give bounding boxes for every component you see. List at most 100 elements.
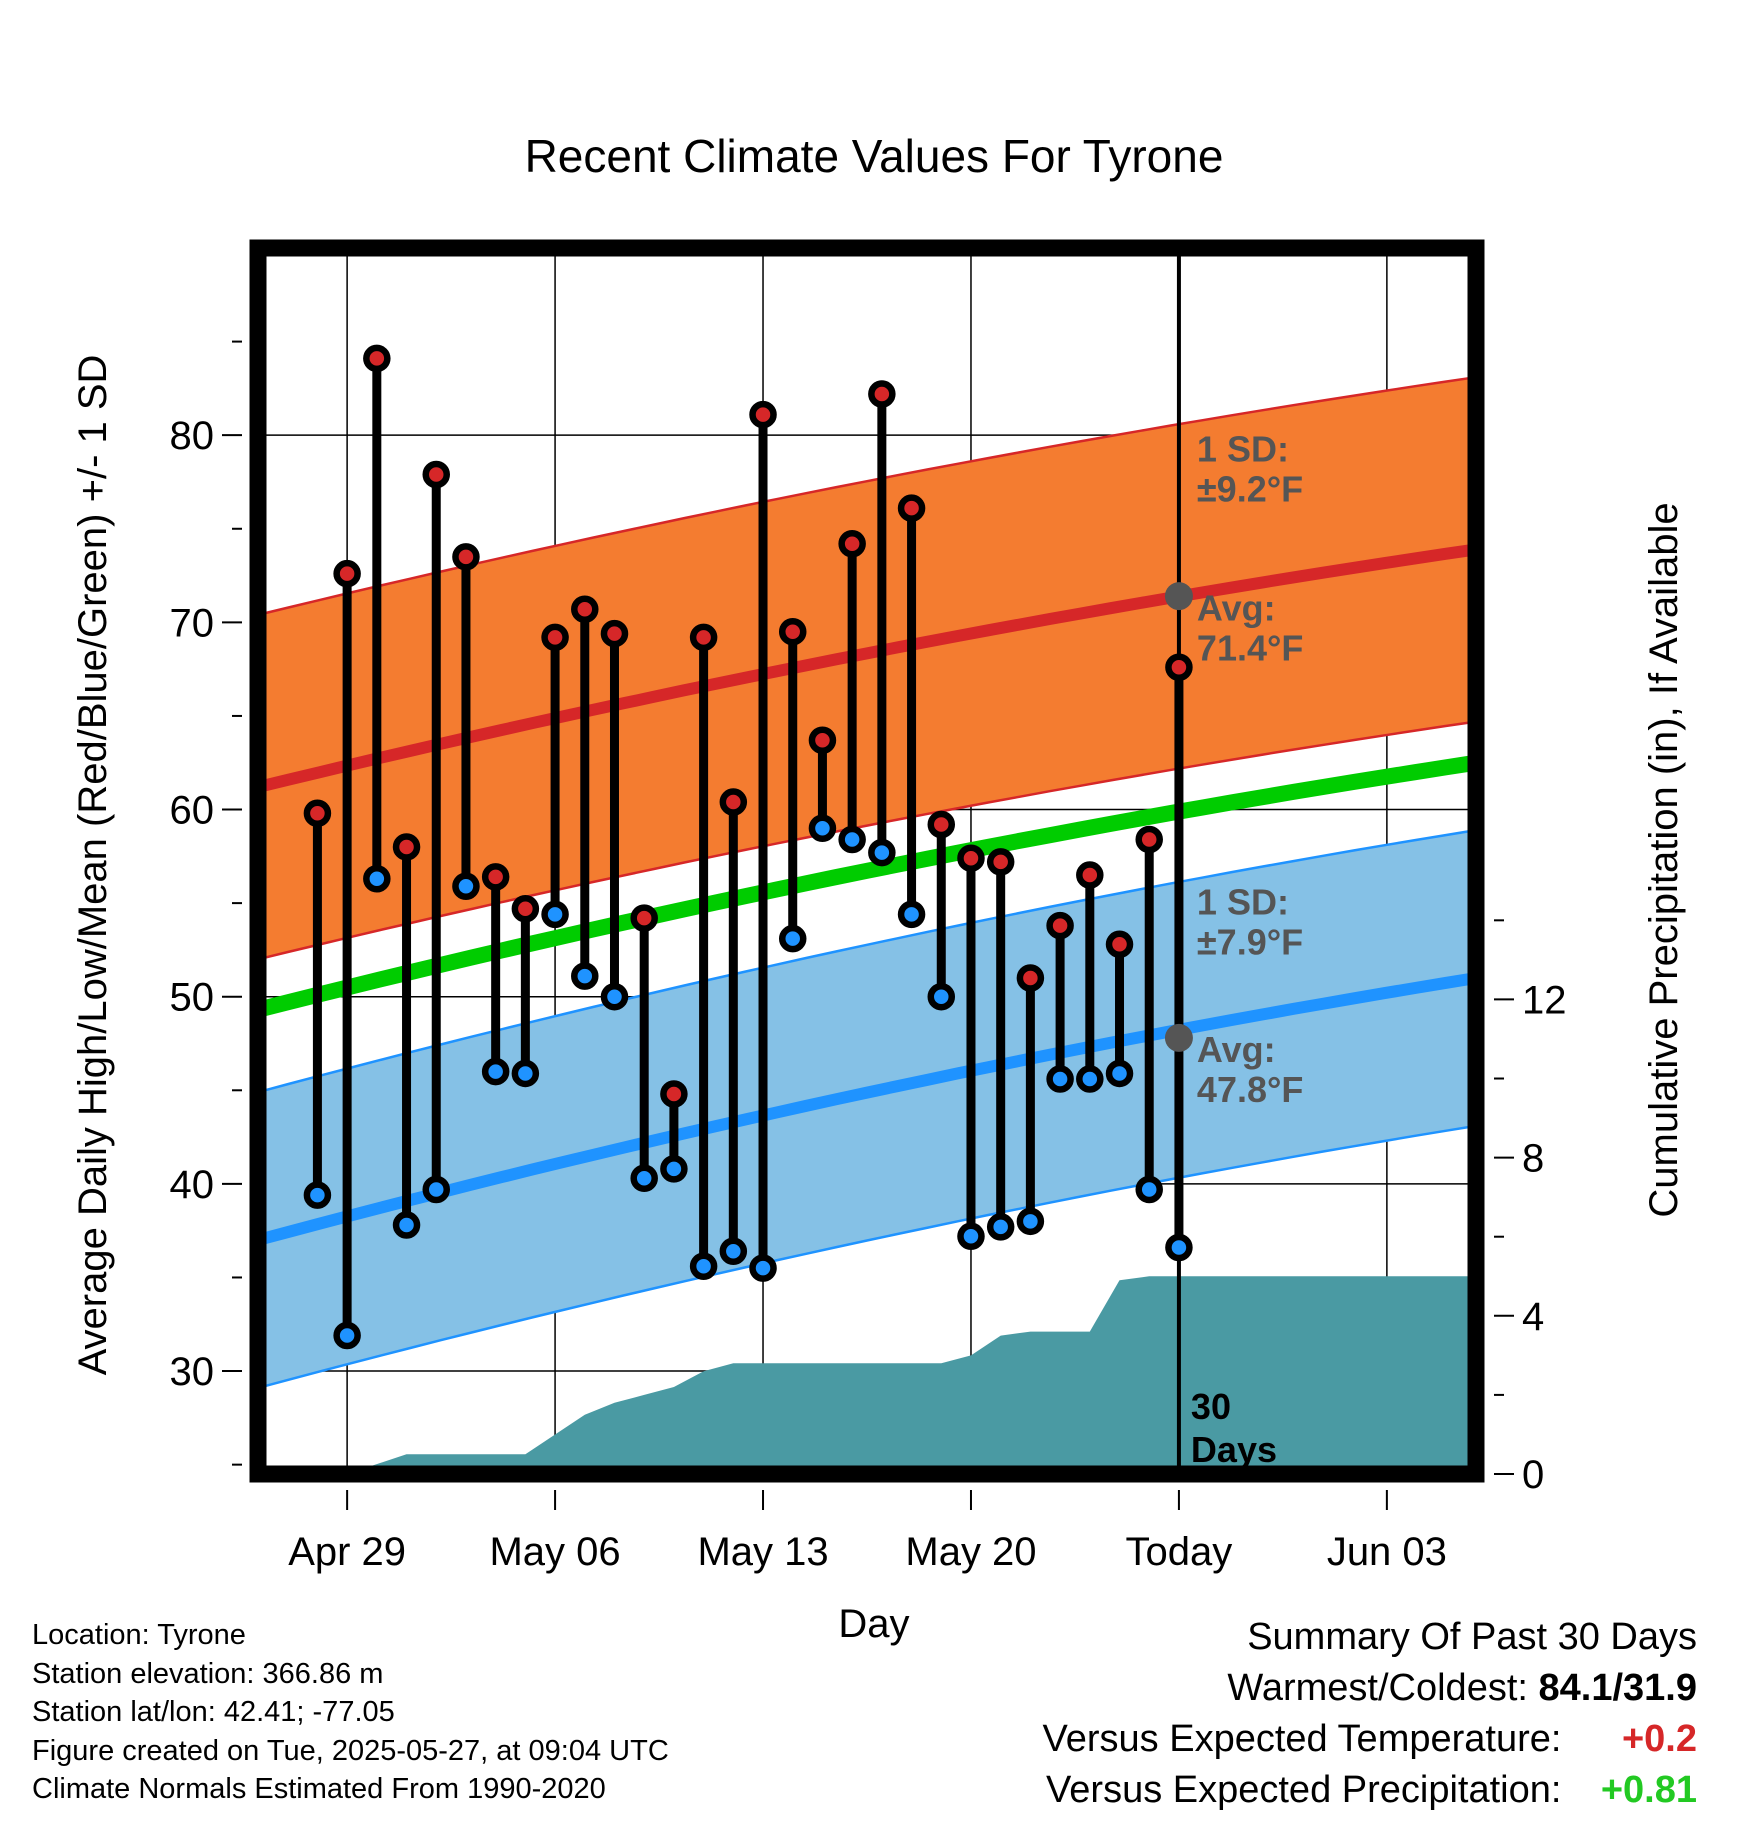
- daily-low-point: [778, 924, 807, 953]
- x-tick-label: Apr 29: [288, 1530, 406, 1574]
- daily-high-point: [719, 788, 748, 816]
- normal-mean-line: [256, 754, 1478, 1018]
- low-band-upper-edge: [257, 828, 1477, 1094]
- x-tick-label: Jun 03: [1327, 1530, 1447, 1574]
- daily-high-point: [778, 617, 807, 646]
- daily-low-point: [600, 982, 629, 1011]
- daily-low-point: [1076, 1065, 1104, 1093]
- location-text: Location: Tyrone: [32, 1619, 246, 1651]
- daily-high-point: [571, 595, 599, 623]
- daily-high-point: [541, 623, 569, 652]
- normal-high-line: [256, 543, 1477, 793]
- normal-low-line: [256, 972, 1477, 1246]
- today-high-avg-marker: [1164, 582, 1193, 611]
- y-tick-label: 60: [170, 789, 215, 833]
- daily-high-point: [392, 833, 421, 861]
- y2-tick-label: 8: [1522, 1137, 1544, 1181]
- daily-high-point: [957, 844, 985, 872]
- daily-high-point: [481, 863, 510, 891]
- daily-low-point: [422, 1175, 450, 1204]
- high-sd-band: [258, 377, 1476, 960]
- daily-high-point: [1105, 930, 1134, 959]
- temp-value: +0.2: [1621, 1718, 1697, 1760]
- warm-cold-value: 84.1/31.9: [1538, 1667, 1697, 1709]
- y-tick-label: 30: [170, 1350, 215, 1394]
- created-text: Figure created on Tue, 2025-05-27, at 09…: [32, 1734, 669, 1767]
- y-tick-label: 50: [170, 976, 215, 1020]
- low-sd-band: [258, 830, 1476, 1388]
- today-low-avg-marker: [1164, 1023, 1193, 1052]
- station-info: Location: Tyrone Station elevation: 366.…: [32, 1616, 669, 1809]
- y-tick-label: 40: [170, 1163, 215, 1207]
- daily-low-point: [927, 982, 956, 1011]
- x-tick-label: May 13: [697, 1530, 828, 1574]
- daily-low-point: [1135, 1175, 1163, 1204]
- daily-high-point: [897, 494, 926, 522]
- precip-label: Versus Expected Precipitation:: [1046, 1769, 1562, 1811]
- y-tick-label: 70: [170, 601, 215, 645]
- summary-title: Summary Of Past 30 Days: [1247, 1616, 1697, 1658]
- low-band-lower-edge: [257, 1124, 1477, 1390]
- summary-panel: Summary Of Past 30 Days Warmest/Coldest:…: [1043, 1612, 1697, 1816]
- daily-high-point: [689, 623, 718, 652]
- daily-low-point: [571, 962, 599, 990]
- daily-low-point: [303, 1181, 332, 1209]
- daily-low-point: [719, 1237, 748, 1266]
- daily-high-point: [303, 799, 332, 828]
- daily-low-point: [808, 814, 837, 842]
- daily-low-point: [541, 900, 569, 929]
- warm-cold-row: Warmest/Coldest: 84.1/31.9: [1043, 1663, 1697, 1714]
- daily-high-point: [838, 529, 866, 558]
- precip-value: +0.81: [1600, 1769, 1697, 1811]
- plot-area: 1 SD: ±9.2°F Avg: 71.4°F 1 SD: ±7.9°F Avg: 47.8…: [170, 239, 1567, 1574]
- daily-low-point: [897, 900, 926, 929]
- daily-low-point: [363, 865, 391, 893]
- daily-high-point: [1135, 825, 1163, 854]
- daily-high-point: [1046, 911, 1074, 940]
- daily-low-point: [868, 838, 896, 867]
- daily-high-point: [1076, 861, 1104, 889]
- daily-high-point: [808, 726, 837, 755]
- daily-low-point: [1165, 1233, 1193, 1262]
- x-tick-label: May 06: [489, 1530, 620, 1574]
- y-tick-label: 80: [170, 414, 215, 458]
- daily-low-point: [957, 1222, 985, 1251]
- daily-high-point: [363, 344, 391, 373]
- high-avg-annotation: Avg: 71.4°F: [1197, 587, 1303, 668]
- daily-low-point: [1046, 1065, 1074, 1093]
- plot-frame: [249, 239, 1485, 1483]
- latlon-text: Station lat/lon: 42.41; -77.05: [32, 1696, 395, 1728]
- daily-low-point: [749, 1254, 777, 1282]
- temp-label: Versus Expected Temperature:: [1042, 1718, 1562, 1760]
- normals-text: Climate Normals Estimated From 1990-2020: [32, 1773, 606, 1805]
- daily-high-point: [333, 559, 361, 588]
- low-avg-annotation: Avg: 47.8°F: [1197, 1029, 1303, 1110]
- high-band-lower-edge: [257, 720, 1477, 961]
- daily-low-point: [481, 1057, 510, 1086]
- y-axis-label: Average Daily High/Low/Mean (Red/Blue/Gr…: [71, 355, 115, 1376]
- daily-high-point: [452, 543, 480, 571]
- daily-high-point: [1165, 653, 1193, 682]
- daily-high-point: [986, 848, 1015, 876]
- chart-title: Recent Climate Values For Tyrone: [525, 130, 1224, 182]
- daily-high-point: [927, 810, 956, 839]
- daily-low-point: [1016, 1207, 1045, 1236]
- warm-cold-label: Warmest/Coldest:: [1227, 1667, 1528, 1709]
- daily-low-point: [689, 1252, 718, 1280]
- daily-low-point: [333, 1321, 361, 1350]
- elevation-text: Station elevation: 366.86 m: [32, 1657, 384, 1690]
- y2-axis-label: Cumulative Precipitation (in), If Availa…: [1642, 502, 1686, 1217]
- daily-low-point: [660, 1155, 688, 1183]
- precip-row: Versus Expected Precipitation: +0.81: [1043, 1765, 1697, 1816]
- daily-low-point: [392, 1211, 421, 1239]
- y2-tick-label: 12: [1522, 978, 1567, 1022]
- daily-high-point: [749, 400, 777, 429]
- daily-low-point: [630, 1164, 658, 1193]
- daily-low-point: [511, 1059, 540, 1088]
- low-sd-annotation: 1 SD: ±7.9°F: [1197, 881, 1303, 962]
- today-days-label: 30 Days: [1191, 1386, 1277, 1470]
- daily-low-point: [838, 825, 866, 854]
- y2-tick-label: 0: [1522, 1453, 1544, 1497]
- high-sd-annotation: 1 SD: ±9.2°F: [1197, 428, 1303, 509]
